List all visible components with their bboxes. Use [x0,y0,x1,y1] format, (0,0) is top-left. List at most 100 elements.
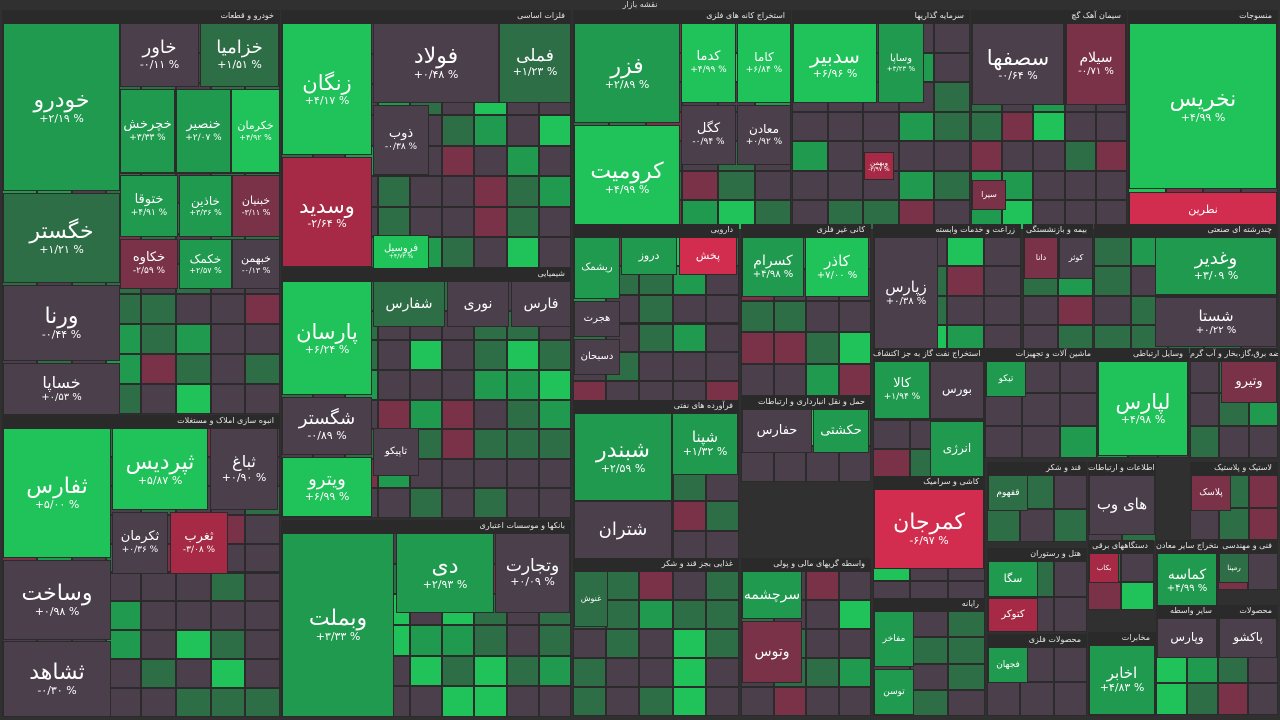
small-tile[interactable] [1022,393,1060,426]
small-tile[interactable] [409,176,443,207]
small-tile[interactable] [506,145,539,177]
small-tile[interactable] [672,687,706,716]
small-tile[interactable] [245,543,280,573]
small-tile[interactable] [773,332,806,365]
small-tile[interactable] [672,629,706,658]
small-tile[interactable] [705,294,739,324]
stock-tile[interactable]: مفاخر [874,611,914,667]
small-tile[interactable] [1219,507,1249,540]
small-tile[interactable] [474,686,507,717]
small-tile[interactable] [1095,141,1127,171]
small-tile[interactable] [141,293,176,324]
small-tile[interactable] [1190,425,1220,458]
stock-tile[interactable]: وبملت +۳/۳۳ % [282,533,394,717]
stock-tile[interactable]: وبهمن -۳/۹۷ % [864,152,894,180]
stock-tile[interactable]: شپنا +۱/۳۲ % [672,413,738,475]
stock-tile[interactable]: خساپا +۰/۵۳ % [3,363,120,415]
small-tile[interactable] [474,429,507,459]
small-tile[interactable] [409,686,443,717]
stock-tile[interactable]: ریشمک [574,237,620,299]
small-tile[interactable] [672,471,706,502]
small-tile[interactable] [141,383,176,414]
small-tile[interactable] [141,572,176,602]
small-tile[interactable] [175,323,211,354]
small-tile[interactable] [1094,295,1131,325]
small-tile[interactable] [947,611,985,638]
small-tile[interactable] [442,686,475,717]
small-tile[interactable] [538,686,571,717]
stock-tile[interactable]: پخش [679,237,737,275]
small-tile[interactable] [538,206,571,238]
small-tile[interactable] [506,340,539,370]
small-tile[interactable] [106,572,141,602]
small-tile[interactable] [474,237,507,268]
small-tile[interactable] [474,369,507,400]
small-tile[interactable] [141,659,176,689]
small-tile[interactable] [442,399,475,430]
small-tile[interactable] [934,82,970,112]
small-tile[interactable] [506,369,539,400]
stock-tile[interactable]: خنصیر +۲/۰۷ % [176,89,231,173]
small-tile[interactable] [1020,681,1054,716]
small-tile[interactable] [1053,561,1087,597]
small-tile[interactable] [210,601,246,631]
stock-tile[interactable]: خکمک +۲/۵۷ % [179,239,232,289]
stock-tile[interactable]: کالا +۱/۹۴ % [874,361,930,419]
stock-tile[interactable]: شتران [574,501,672,559]
stock-tile[interactable]: ورنا -۰/۴۴ % [3,285,120,361]
small-tile[interactable] [245,293,280,324]
small-tile[interactable] [898,141,935,171]
small-tile[interactable] [506,114,539,146]
small-tile[interactable] [141,353,176,384]
small-tile[interactable] [1053,508,1087,542]
small-tile[interactable] [898,170,935,201]
small-tile[interactable] [175,293,211,324]
small-tile[interactable] [1053,681,1087,716]
small-tile[interactable] [506,237,539,268]
stock-tile[interactable]: اخابر +۴/۸۳ % [1089,645,1155,715]
stock-tile[interactable]: خگستر +۱/۲۱ % [3,193,120,283]
small-tile[interactable] [538,458,571,489]
stock-tile[interactable]: وساپا +۳/۲۳ % [878,23,924,103]
small-tile[interactable] [1190,393,1220,426]
stock-tile[interactable]: ثکرمان +۰/۳۶ % [112,512,168,574]
small-tile[interactable] [639,294,673,324]
small-tile[interactable] [773,300,806,333]
stock-tile[interactable]: کاما +۶/۸۴ % [737,23,791,103]
small-tile[interactable] [210,353,246,384]
stock-tile[interactable]: دروز [621,237,677,275]
small-tile[interactable] [538,176,571,207]
stock-tile[interactable]: کسرام +۴/۹۸ % [742,237,804,297]
stock-tile[interactable]: خبهمن -۰/۱۳ % [232,239,280,289]
small-tile[interactable] [705,501,739,531]
stock-tile[interactable]: پاکشو [1219,618,1277,658]
small-tile[interactable] [838,600,871,629]
small-tile[interactable] [175,630,211,660]
small-tile[interactable] [506,625,539,656]
stock-tile[interactable]: کگل -۰/۹۴ % [681,105,736,165]
stock-tile[interactable]: نخریس +۴/۹۹ % [1129,23,1277,189]
small-tile[interactable] [1088,581,1121,610]
small-tile[interactable] [442,176,475,207]
small-tile[interactable] [175,353,211,384]
small-tile[interactable] [506,206,539,238]
small-tile[interactable] [245,353,280,384]
stock-tile[interactable]: ثشاهد -۰/۳۰ % [3,641,111,717]
small-tile[interactable] [474,114,507,146]
small-tile[interactable] [672,571,706,600]
small-tile[interactable] [442,458,475,489]
small-tile[interactable] [1248,682,1278,715]
small-tile[interactable] [838,332,871,365]
small-tile[interactable] [377,488,410,518]
stock-tile[interactable]: خاذین +۳/۳۶ % [179,175,232,237]
small-tile[interactable] [442,237,475,268]
stock-tile[interactable]: فجهان [988,647,1028,683]
stock-tile[interactable]: ذوب -۰/۳۸ % [373,105,429,175]
small-tile[interactable] [141,323,176,354]
small-tile[interactable] [934,111,970,142]
small-tile[interactable] [838,629,871,658]
small-tile[interactable] [474,145,507,177]
stock-tile[interactable]: معادن +۰/۹۲ % [737,105,791,165]
small-tile[interactable] [806,300,839,333]
small-tile[interactable] [947,237,984,267]
